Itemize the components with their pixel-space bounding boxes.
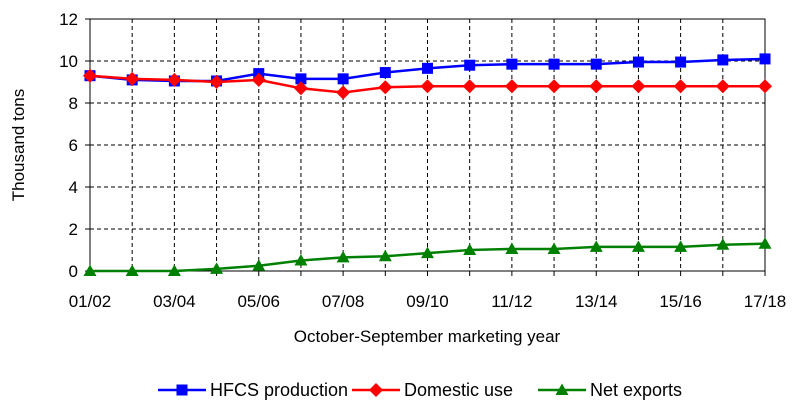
hfcs-production-point	[506, 58, 518, 70]
legend-label-hfcs-production: HFCS production	[210, 380, 348, 400]
net-exports-point	[716, 238, 730, 250]
x-tick-label: 11/12	[491, 292, 532, 311]
hfcs-production-point	[632, 56, 644, 68]
net-exports-point	[589, 240, 603, 252]
legend-marker-domestic-use	[369, 383, 383, 397]
domestic-use-point	[167, 72, 182, 87]
domestic-use-point	[547, 79, 562, 94]
net-exports-point	[167, 264, 181, 276]
domestic-use-point	[589, 79, 604, 94]
domestic-use-point	[758, 79, 772, 94]
domestic-use-point	[125, 71, 140, 86]
net-exports-point	[674, 240, 688, 252]
legend-marker-hfcs-production	[176, 384, 188, 396]
net-exports-point	[547, 242, 561, 254]
net-exports-point	[631, 240, 645, 252]
domestic-use-series	[83, 68, 772, 100]
net-exports-point	[463, 243, 477, 255]
hfcs-production-point	[759, 53, 771, 65]
domestic-use-point	[336, 85, 351, 100]
domestic-use-point	[251, 72, 266, 87]
hfcs-production-point	[295, 73, 307, 85]
net-exports-point	[210, 262, 224, 274]
y-axis-title: Thousand tons	[9, 89, 28, 201]
domestic-use-point	[378, 80, 393, 95]
series-group	[83, 53, 772, 276]
net-exports-point	[83, 264, 97, 276]
hfcs-production-point	[717, 54, 729, 66]
x-tick-label: 05/06	[237, 292, 280, 311]
net-exports-point	[336, 250, 350, 263]
gridlines	[90, 19, 765, 271]
y-tick-label: 2	[69, 220, 78, 239]
hfcs-production-point	[675, 56, 687, 68]
x-tick-label: 13/14	[575, 292, 618, 311]
net-exports-point	[252, 259, 266, 271]
legend: HFCS production Domestic use Net exports	[158, 380, 682, 400]
y-tick-label: 10	[59, 52, 78, 71]
net-exports-series	[83, 237, 772, 276]
legend-label-net-exports: Net exports	[590, 380, 682, 400]
net-exports-point	[505, 242, 519, 254]
y-tick-label: 0	[69, 262, 78, 281]
domestic-use-point	[631, 79, 646, 94]
domestic-use-point	[209, 75, 224, 89]
y-axis-ticks: 0 2 4 6 8 10 12	[59, 10, 90, 281]
net-exports-point	[421, 246, 434, 259]
domestic-use-point	[715, 79, 730, 94]
net-exports-point	[758, 237, 772, 249]
domestic-use-point	[504, 79, 519, 94]
y-tick-label: 6	[69, 136, 78, 155]
hfcs-production-point	[548, 58, 560, 70]
x-tick-label: 17/18	[744, 292, 787, 311]
y-tick-label: 8	[69, 94, 78, 113]
x-tick-label: 01/02	[69, 292, 112, 311]
net-exports-point	[294, 254, 308, 266]
legend-label-domestic-use: Domestic use	[404, 380, 513, 400]
y-tick-label: 12	[59, 10, 78, 29]
hfcs-production-point	[464, 59, 476, 71]
domestic-use-point	[420, 79, 435, 94]
x-tick-label: 07/08	[322, 292, 365, 311]
domestic-use-point	[83, 68, 97, 83]
net-exports-point	[378, 249, 392, 262]
x-axis-ticks: 01/02 03/04 05/06 07/08 09/10 11/12 13/14 15/16…	[69, 271, 787, 311]
net-exports-point	[125, 264, 139, 276]
hfcs-production-point	[337, 73, 349, 85]
domestic-use-point	[462, 79, 477, 94]
hfcs-production-point	[422, 62, 433, 74]
y-tick-label: 4	[69, 178, 78, 197]
legend-marker-net-exports	[555, 383, 569, 395]
domestic-use-point	[673, 79, 688, 94]
hfcs-production-point	[590, 58, 602, 70]
x-tick-label: 09/10	[406, 292, 449, 311]
x-axis-title: October-September marketing year	[294, 327, 561, 346]
x-tick-label: 15/16	[659, 292, 702, 311]
hfcs-production-point	[379, 67, 391, 79]
domestic-use-point	[293, 81, 308, 96]
x-tick-label: 03/04	[153, 292, 196, 311]
